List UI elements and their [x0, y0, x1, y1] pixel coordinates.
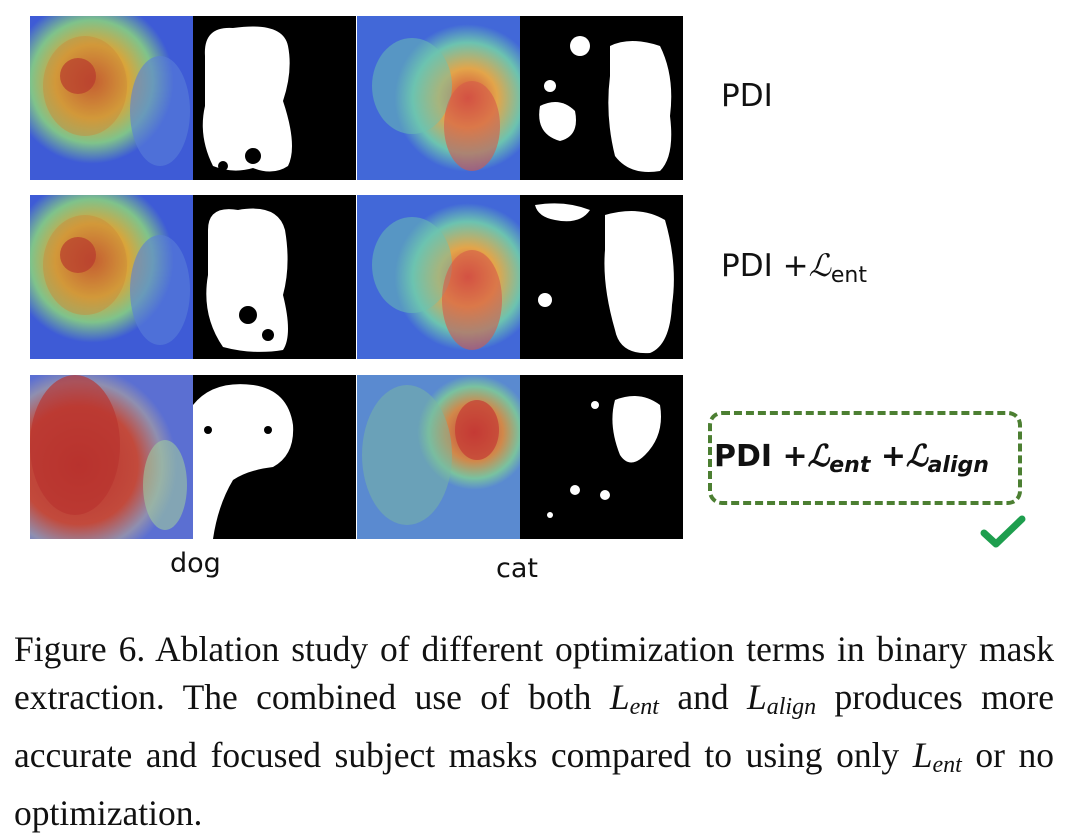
row2-heatmap-cat — [357, 195, 520, 359]
row3-label: PDI +ℒent +ℒalign — [714, 439, 989, 478]
row1-label: PDI — [721, 78, 773, 114]
row3-heatmap-cat — [357, 375, 520, 539]
row2-mask-cat — [520, 195, 683, 359]
column-label-cat: cat — [496, 553, 538, 584]
row1-mask-dog — [193, 16, 356, 180]
row3-heatmap-dog — [30, 375, 193, 539]
row1-mask-cat — [520, 16, 683, 180]
row1-heatmap-dog — [30, 16, 193, 180]
row1-heatmap-cat — [357, 16, 520, 180]
row3-mask-cat — [520, 375, 683, 539]
figure-caption: Figure 6. Ablation study of different op… — [14, 629, 1055, 833]
checkmark-icon — [980, 515, 1026, 548]
highlight-box — [708, 411, 1022, 505]
column-label-dog: dog — [170, 548, 221, 579]
row2-mask-dog — [193, 195, 356, 359]
row3-mask-dog — [193, 375, 356, 539]
row2-label: PDI +ℒent — [721, 248, 867, 288]
row2-heatmap-dog — [30, 195, 193, 359]
caption-prefix: Figure 6. — [14, 629, 146, 669]
